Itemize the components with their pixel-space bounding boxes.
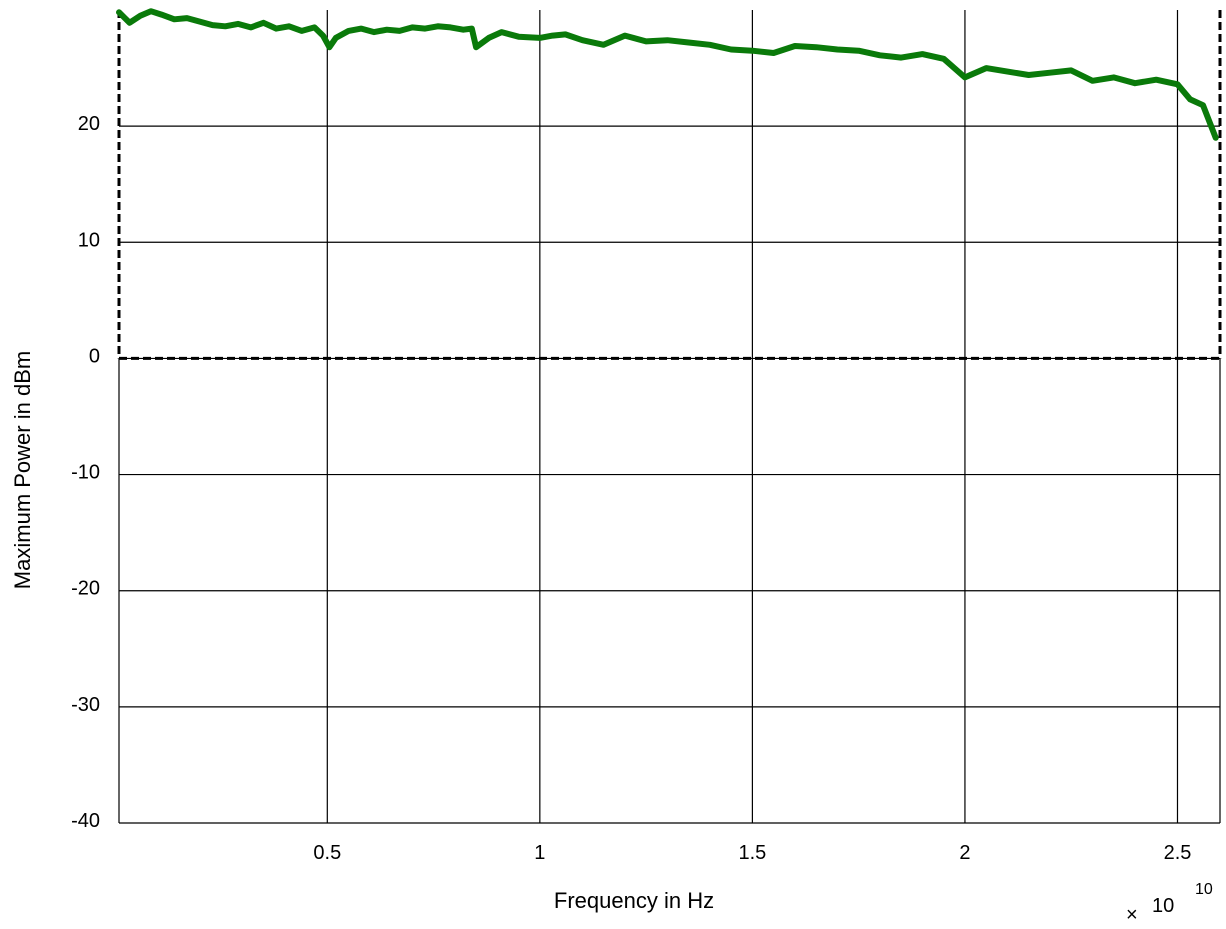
x-tick-label-3: 2 bbox=[959, 842, 970, 864]
x-tick-label-2: 1.5 bbox=[738, 842, 766, 864]
grid-lines bbox=[118, 10, 1221, 824]
y-axis-label: Maximum Power in dBm bbox=[10, 351, 35, 589]
y-tick-labels: -40 -30 -20 -10 0 10 20 bbox=[71, 113, 100, 832]
x-tick-label-1: 1 bbox=[534, 842, 545, 864]
series-line-0 bbox=[116, 8, 1219, 141]
y-tick-label-6: 20 bbox=[78, 113, 100, 135]
x-exponent-base: 10 bbox=[1152, 895, 1174, 917]
x-exponent: × 10 10 bbox=[1126, 881, 1213, 926]
x-exponent-power: 10 bbox=[1195, 881, 1213, 898]
y-tick-label-4: 0 bbox=[89, 345, 100, 367]
x-exponent-times: × bbox=[1126, 904, 1138, 926]
x-tick-label-4: 2.5 bbox=[1164, 842, 1192, 864]
y-tick-label-5: 10 bbox=[78, 229, 100, 251]
y-tick-label-1: -30 bbox=[71, 694, 100, 716]
series-group bbox=[116, 8, 1219, 141]
x-tick-label-0: 0.5 bbox=[313, 842, 341, 864]
y-tick-label-2: -20 bbox=[71, 578, 100, 600]
x-axis-label: Frequency in Hz bbox=[554, 888, 714, 913]
y-tick-label-3: -10 bbox=[71, 462, 100, 484]
x-tick-labels: 0.5 1 1.5 2 2.5 bbox=[313, 842, 1191, 864]
y-tick-label-0: -40 bbox=[71, 810, 100, 832]
limit-box bbox=[117, 10, 1222, 360]
